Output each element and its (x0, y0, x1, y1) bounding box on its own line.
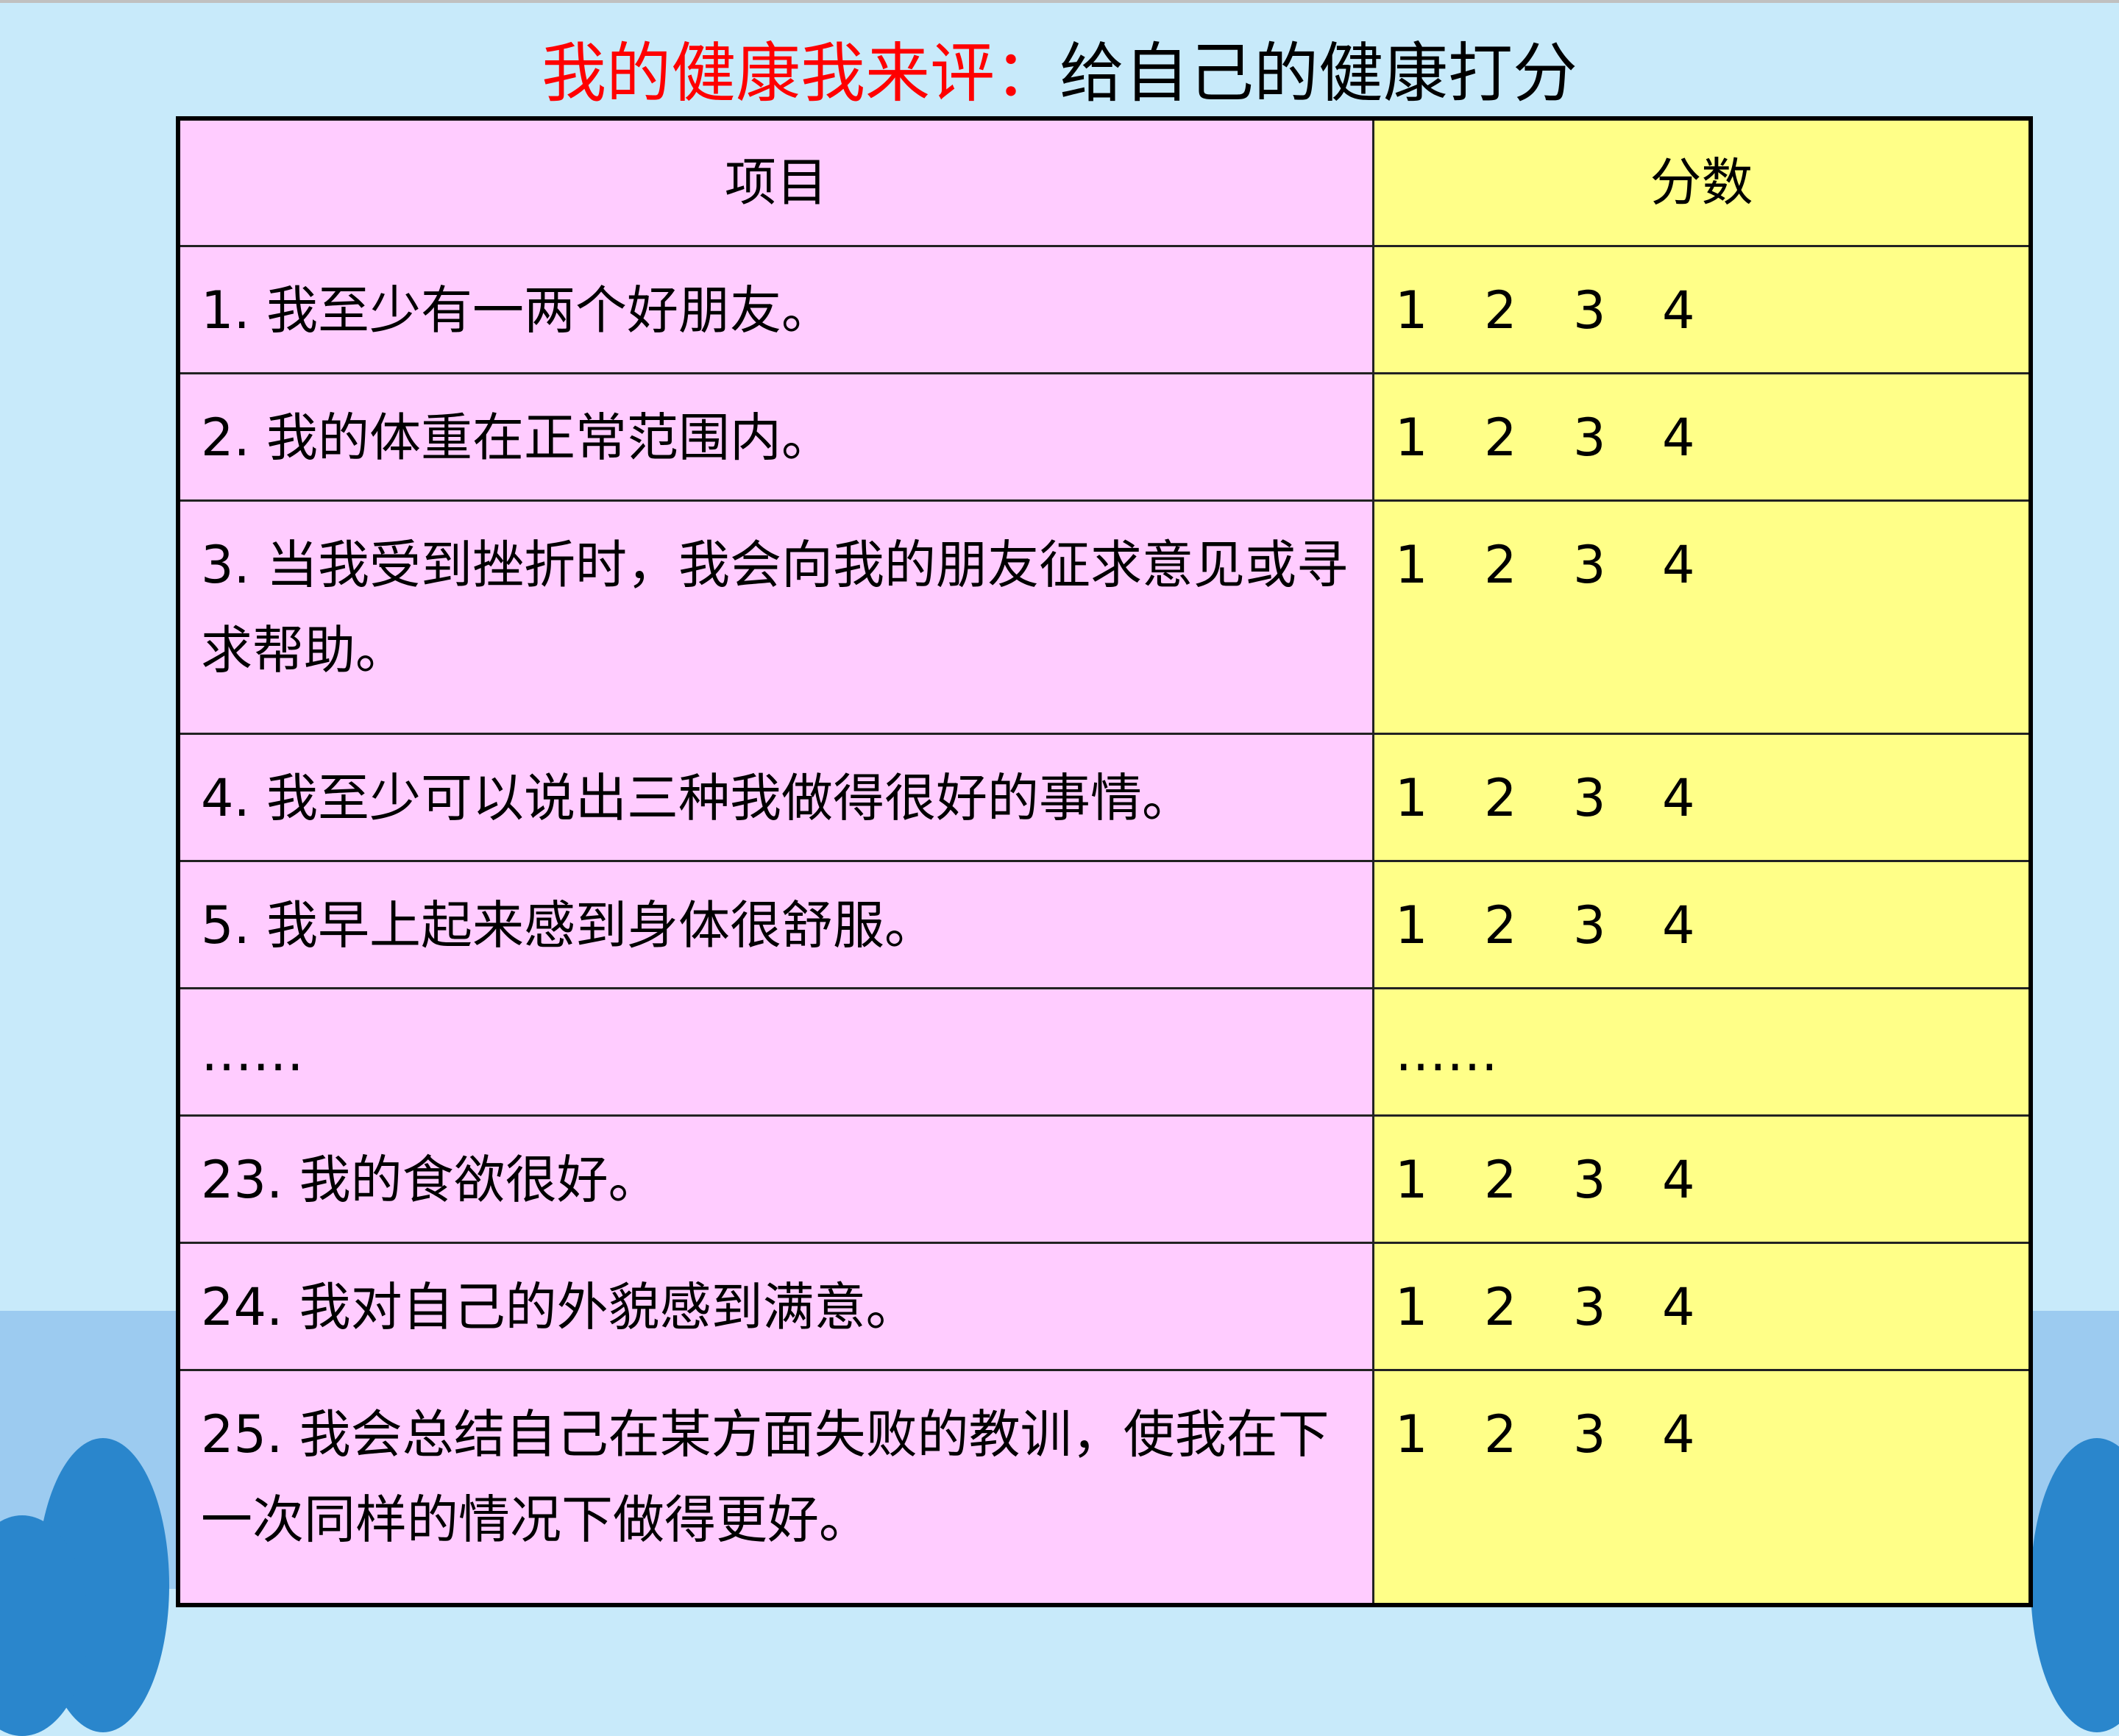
table-row: 1. 我至少有一两个好朋友。 1 2 3 4 (177, 244, 2032, 374)
table-row: 25. 我会总结自己在某方面失败的教训，使我在下一次同样的情况下做得更好。 1 2 3… (177, 1368, 2032, 1607)
score-cell: …… (1372, 986, 2032, 1117)
table-row: 3. 当我受到挫折时，我会向我的朋友征求意见或寻求帮助。 1 2 3 4 (177, 499, 2032, 735)
item-cell: 2. 我的体重在正常范围内。 (177, 371, 1374, 502)
score-option[interactable]: 4 (1662, 767, 1695, 828)
score-option[interactable]: 1 (1395, 767, 1428, 828)
score-option[interactable]: 4 (1662, 894, 1695, 956)
table-row: 23. 我的食欲很好。 1 2 3 4 (177, 1114, 2032, 1244)
item-cell: 1. 我至少有一两个好朋友。 (177, 244, 1374, 374)
score-ellipsis: …… (1395, 1022, 1498, 1083)
table-row: 4. 我至少可以说出三种我做得很好的事情。 1 2 3 4 (177, 732, 2032, 862)
item-cell: …… (177, 986, 1374, 1117)
item-cell: 4. 我至少可以说出三种我做得很好的事情。 (177, 732, 1374, 862)
score-option[interactable]: 2 (1484, 767, 1517, 828)
score-option[interactable]: 2 (1484, 1276, 1517, 1337)
item-cell: 3. 当我受到挫折时，我会向我的朋友征求意见或寻求帮助。 (177, 499, 1374, 735)
score-option[interactable]: 2 (1484, 534, 1517, 595)
score-option[interactable]: 4 (1662, 534, 1695, 595)
table-row: …… …… (177, 986, 2032, 1117)
score-option[interactable]: 3 (1573, 534, 1606, 595)
score-option[interactable]: 3 (1573, 894, 1606, 956)
score-option[interactable]: 4 (1662, 1276, 1695, 1337)
header-score: 分数 (1372, 117, 2032, 247)
table-header: 项目 分数 (177, 117, 2032, 247)
header-item: 项目 (177, 117, 1374, 247)
score-option[interactable]: 1 (1395, 1404, 1428, 1465)
score-option[interactable]: 3 (1573, 1149, 1606, 1210)
score-option[interactable]: 2 (1484, 894, 1517, 956)
score-option[interactable]: 4 (1662, 280, 1695, 341)
item-cell: 24. 我对自己的外貌感到满意。 (177, 1241, 1374, 1371)
score-option[interactable]: 2 (1484, 407, 1517, 468)
score-option[interactable]: 3 (1573, 1404, 1606, 1465)
item-cell: 5. 我早上起来感到身体很舒服。 (177, 859, 1374, 989)
score-option[interactable]: 1 (1395, 894, 1428, 956)
score-option[interactable]: 4 (1662, 407, 1695, 468)
score-option[interactable]: 1 (1395, 280, 1428, 341)
item-cell: 23. 我的食欲很好。 (177, 1114, 1374, 1244)
score-option[interactable]: 1 (1395, 407, 1428, 468)
table-row: 5. 我早上起来感到身体很舒服。 1 2 3 4 (177, 859, 2032, 989)
title-black: 给自己的健康打分 (1060, 35, 1578, 111)
health-score-table: 项目 分数 1. 我至少有一两个好朋友。 1 2 3 4 2. 我的体重在正常范围内。 1 2… (176, 116, 2033, 1607)
score-option[interactable]: 1 (1395, 1276, 1428, 1337)
score-option[interactable]: 2 (1484, 280, 1517, 341)
item-cell: 25. 我会总结自己在某方面失败的教训，使我在下一次同样的情况下做得更好。 (177, 1368, 1374, 1607)
score-option[interactable]: 2 (1484, 1404, 1517, 1465)
table-row: 2. 我的体重在正常范围内。 1 2 3 4 (177, 371, 2032, 502)
score-option[interactable]: 3 (1573, 1276, 1606, 1337)
table-row: 24. 我对自己的外貌感到满意。 1 2 3 4 (177, 1241, 2032, 1371)
score-option[interactable]: 3 (1573, 280, 1606, 341)
page-title: 我的健康我来评：给自己的健康打分 (0, 29, 2119, 118)
score-option[interactable]: 1 (1395, 1149, 1428, 1210)
title-red: 我的健康我来评： (541, 35, 1060, 111)
score-option[interactable]: 3 (1573, 767, 1606, 828)
top-border (0, 0, 2119, 3)
score-option[interactable]: 4 (1662, 1404, 1695, 1465)
score-option[interactable]: 4 (1662, 1149, 1695, 1210)
score-option[interactable]: 2 (1484, 1149, 1517, 1210)
score-option[interactable]: 3 (1573, 407, 1606, 468)
score-option[interactable]: 1 (1395, 534, 1428, 595)
